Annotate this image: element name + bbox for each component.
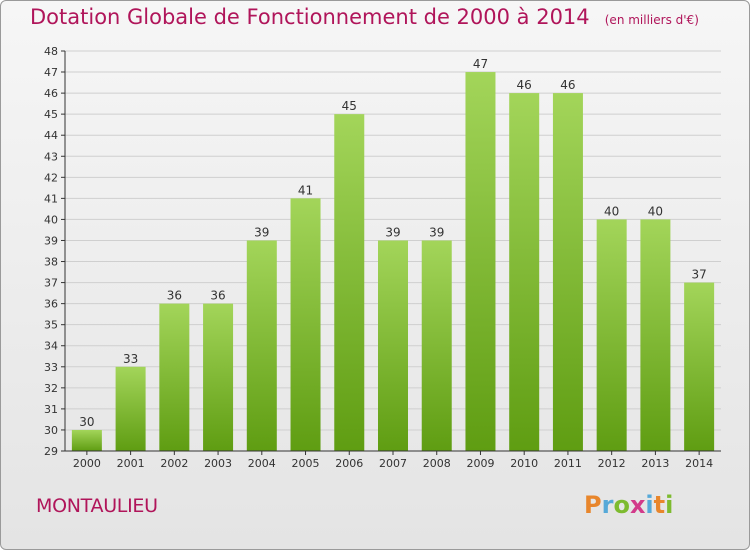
x-tick-label-2002: 2002 bbox=[160, 457, 188, 470]
x-tick-label-2011: 2011 bbox=[554, 457, 582, 470]
bar-2011 bbox=[552, 93, 583, 452]
y-tick-label: 48 bbox=[44, 45, 58, 58]
bar-2010 bbox=[509, 93, 540, 452]
y-tick-label: 41 bbox=[44, 192, 58, 205]
commune-name: MONTAULIEU bbox=[36, 495, 158, 517]
y-tick-label: 30 bbox=[44, 424, 58, 437]
x-tick-label-2003: 2003 bbox=[204, 457, 232, 470]
data-label-2000: 30 bbox=[79, 415, 94, 429]
data-label-2007: 39 bbox=[385, 225, 400, 239]
y-tick-label: 43 bbox=[44, 150, 58, 163]
x-tick-label-2006: 2006 bbox=[335, 457, 363, 470]
bar-2014 bbox=[684, 282, 715, 451]
y-tick-label: 37 bbox=[44, 277, 58, 290]
data-label-2005: 41 bbox=[298, 183, 313, 197]
x-tick-label-2013: 2013 bbox=[641, 457, 669, 470]
y-tick-label: 34 bbox=[44, 340, 58, 353]
bar-2007 bbox=[378, 240, 408, 451]
data-label-2012: 40 bbox=[604, 204, 619, 218]
data-label-2013: 40 bbox=[648, 204, 663, 218]
x-tick-label-2012: 2012 bbox=[598, 457, 626, 470]
x-tick-label-2008: 2008 bbox=[423, 457, 451, 470]
y-tick-label: 38 bbox=[44, 256, 58, 269]
y-tick-label: 47 bbox=[44, 66, 58, 79]
data-label-2001: 33 bbox=[123, 352, 138, 366]
x-tick-label-2010: 2010 bbox=[510, 457, 538, 470]
y-tick-label: 35 bbox=[44, 319, 58, 332]
y-tick-label: 29 bbox=[44, 445, 58, 458]
bar-2013 bbox=[640, 219, 671, 451]
title-row: Dotation Globale de Fonctionnement de 20… bbox=[30, 5, 699, 29]
data-label-2008: 39 bbox=[429, 225, 444, 239]
data-label-2006: 45 bbox=[342, 99, 357, 113]
data-label-2014: 37 bbox=[691, 268, 706, 282]
bar-2005 bbox=[290, 198, 321, 451]
x-tick-label-2001: 2001 bbox=[117, 457, 145, 470]
x-tick-label-2005: 2005 bbox=[292, 457, 320, 470]
x-tick-label-2000: 2000 bbox=[73, 457, 101, 470]
bar-2003 bbox=[203, 303, 234, 451]
data-label-2003: 36 bbox=[210, 289, 225, 303]
y-tick-label: 31 bbox=[44, 403, 58, 416]
data-label-2002: 36 bbox=[167, 289, 182, 303]
bars bbox=[71, 72, 715, 452]
chart-subtitle: (en milliers d'€) bbox=[604, 13, 699, 27]
y-tick-label: 33 bbox=[44, 361, 58, 374]
data-label-2010: 46 bbox=[517, 78, 532, 92]
bar-2006 bbox=[334, 114, 365, 451]
bar-2000 bbox=[71, 429, 102, 451]
chart-title: Dotation Globale de Fonctionnement de 20… bbox=[30, 5, 590, 29]
bar-2009 bbox=[465, 72, 496, 451]
bar-2002 bbox=[159, 303, 190, 451]
y-tick-label: 32 bbox=[44, 382, 58, 395]
x-tick-label-2007: 2007 bbox=[379, 457, 407, 470]
x-axis: 2000 2001 2002 2003 2004 2005 2006 2007 2008 2009… bbox=[65, 450, 721, 470]
y-axis: 29 30 31 32 33 34 35 36 37 38 39 40 41 42 43 44 45 46 47 48 bbox=[44, 45, 66, 458]
y-tick-label: 46 bbox=[44, 87, 58, 100]
y-tick-label: 40 bbox=[44, 213, 58, 226]
bar-2008 bbox=[421, 240, 452, 451]
bar-2001 bbox=[115, 366, 146, 451]
x-tick-label-2004: 2004 bbox=[248, 457, 276, 470]
data-label-2009: 47 bbox=[473, 57, 488, 71]
y-tick-label: 45 bbox=[44, 108, 58, 121]
x-tick-label-2014: 2014 bbox=[685, 457, 713, 470]
y-tick-label: 42 bbox=[44, 171, 58, 184]
x-tick-label-2009: 2009 bbox=[466, 457, 494, 470]
bar-2004 bbox=[246, 240, 277, 451]
y-tick-label: 39 bbox=[44, 234, 58, 247]
data-labels: 30 33 36 36 39 41 45 39 39 47 46 46 40 40 37 bbox=[79, 57, 707, 429]
proxiti-logo[interactable]: Proxiti bbox=[584, 491, 674, 519]
data-label-2011: 46 bbox=[560, 78, 575, 92]
bar-2012 bbox=[596, 219, 627, 451]
y-tick-label: 36 bbox=[44, 298, 58, 311]
y-tick-label: 44 bbox=[44, 129, 58, 142]
data-label-2004: 39 bbox=[254, 225, 269, 239]
